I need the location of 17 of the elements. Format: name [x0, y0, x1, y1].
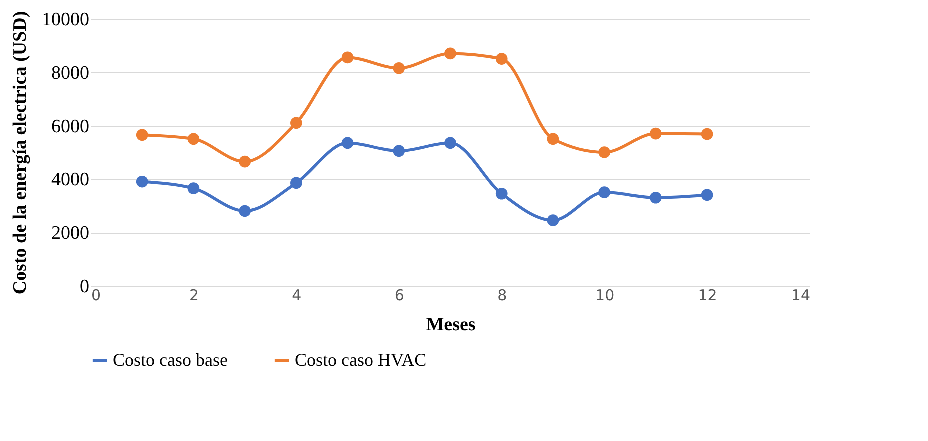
x-tick-label: 8: [498, 286, 508, 304]
y-tick-label: 4000: [52, 170, 90, 191]
x-tick-label: 4: [292, 286, 302, 304]
y-tick-label: 8000: [52, 62, 90, 84]
legend-label: Costo caso HVAC: [295, 350, 427, 370]
x-tick-label: 2: [189, 286, 199, 304]
x-axis-title: Meses: [426, 314, 476, 336]
legend-label: Costo caso base: [113, 350, 228, 370]
x-tick-label: 10: [596, 286, 615, 304]
y-axis-title: Costo de la energía electrica (USD): [10, 11, 31, 295]
x-tick-label: 0: [92, 286, 102, 304]
x-tick-label: 12: [698, 286, 718, 304]
x-tick-label: 14: [791, 286, 810, 304]
y-tick-label: 10000: [42, 10, 90, 30]
y-tick-label: 6000: [52, 116, 90, 138]
y-tick-label: 2000: [52, 223, 90, 244]
x-tick-label: 6: [394, 286, 404, 304]
